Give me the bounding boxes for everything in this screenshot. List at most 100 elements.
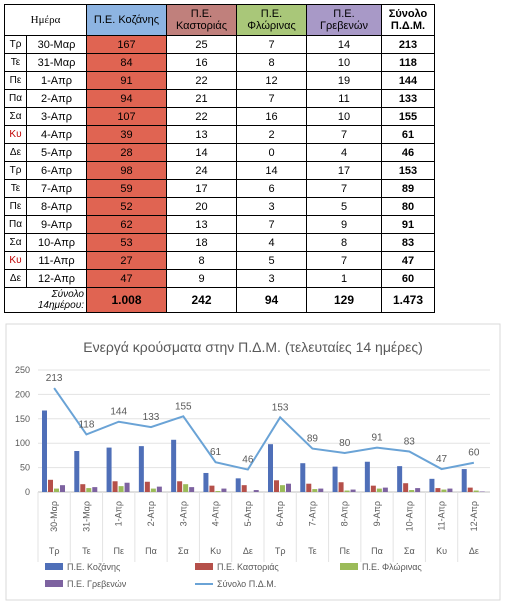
- bar: [473, 490, 479, 492]
- table-cell: Τε: [4, 179, 27, 198]
- x-tick-label: 4-Απρ: [211, 501, 221, 526]
- table-cell: Πε: [4, 197, 27, 216]
- table-cell: 107: [86, 107, 167, 126]
- table-cell: 17: [166, 179, 237, 198]
- data-label: 155: [175, 401, 192, 412]
- weekday-label: Κυ: [210, 546, 221, 556]
- table-cell: 16: [166, 53, 237, 72]
- table-cell: 14: [166, 143, 237, 162]
- x-tick-label: 12-Απρ: [469, 501, 479, 531]
- total-cell: 242: [166, 287, 237, 313]
- table-cell: Σα: [4, 107, 27, 126]
- bar: [60, 485, 65, 492]
- table-row: Κυ 4-Απρ 39 13 2 7 61: [4, 125, 435, 144]
- bar: [350, 489, 356, 492]
- bar: [467, 487, 473, 492]
- table-cell: 11: [306, 89, 382, 108]
- bar: [332, 466, 338, 492]
- table-cell: 213: [381, 35, 435, 54]
- bar: [144, 481, 150, 492]
- table-cell: Τρ: [4, 35, 27, 54]
- table-cell: Τρ: [4, 161, 27, 180]
- table-cell: 7: [306, 251, 382, 270]
- bar: [171, 439, 177, 492]
- bar: [370, 485, 376, 492]
- table-cell: Πε: [4, 71, 27, 90]
- table-cell: 167: [86, 35, 167, 54]
- bar: [221, 488, 227, 492]
- bar: [318, 488, 324, 492]
- table-cell: 7: [306, 125, 382, 144]
- x-tick-label: 6-Απρ: [275, 501, 285, 526]
- data-label: 89: [307, 434, 319, 445]
- bar: [397, 466, 403, 492]
- table-cell: 20: [166, 197, 237, 216]
- header-cell: Π.Ε. Γρεβενών: [306, 4, 382, 36]
- bar: [150, 488, 156, 492]
- data-label: 46: [242, 455, 254, 466]
- bar: [106, 447, 112, 492]
- table-cell: 18: [166, 233, 237, 252]
- table-cell: 9-Απρ: [26, 215, 87, 234]
- y-tick-label: 0: [25, 487, 30, 497]
- data-label: 213: [46, 373, 63, 384]
- bar: [312, 489, 318, 492]
- bar: [441, 489, 447, 492]
- table-row: Κυ 11-Απρ 27 8 5 7 47: [4, 251, 435, 270]
- chart: Ενεργά κρούσματα στην Π.Δ.Μ. (τελευταίες…: [5, 323, 501, 601]
- x-tick-label: 1-Απρ: [114, 501, 124, 526]
- bar: [415, 488, 421, 492]
- y-tick-label: 50: [20, 463, 30, 473]
- legend-label: Π.Ε. Γρεβενών: [67, 579, 127, 589]
- table-cell: 144: [381, 71, 435, 90]
- table-cell: 31-Μαρ: [26, 53, 87, 72]
- total-cell: 1.008: [86, 287, 167, 313]
- table-cell: 84: [86, 53, 167, 72]
- bar: [74, 451, 80, 492]
- table-cell: 25: [166, 35, 237, 54]
- table-cell: 14: [236, 161, 307, 180]
- bar: [280, 485, 285, 492]
- table-cell: 30-Μαρ: [26, 35, 87, 54]
- table-cell: 13: [166, 125, 237, 144]
- bar: [189, 487, 195, 492]
- table-cell: 52: [86, 197, 167, 216]
- table-cell: 14: [306, 35, 382, 54]
- bar: [274, 480, 279, 492]
- table-cell: 0: [236, 143, 307, 162]
- table-row: Τρ 6-Απρ 98 24 14 17 153: [4, 161, 435, 180]
- table-cell: 47: [86, 269, 167, 288]
- table-cell: 7-Απρ: [26, 179, 87, 198]
- table-cell: Κυ: [4, 125, 27, 144]
- total-cell: 94: [236, 287, 307, 313]
- x-tick-label: 9-Απρ: [372, 501, 382, 526]
- bar: [112, 481, 118, 492]
- weekday-label: Σα: [404, 546, 415, 556]
- bar: [86, 488, 92, 492]
- table-cell: 98: [86, 161, 167, 180]
- legend-label: Π.Ε. Φλώρινας: [362, 562, 422, 572]
- table-cell: 8: [306, 233, 382, 252]
- table-cell: 10: [306, 53, 382, 72]
- table-cell: 5-Απρ: [26, 143, 87, 162]
- table-cell: 39: [86, 125, 167, 144]
- legend-swatch: [340, 563, 358, 570]
- legend-swatch: [45, 563, 63, 570]
- table-row: Πα 2-Απρ 94 21 7 11 133: [4, 89, 435, 108]
- weekday-label: Πε: [113, 546, 124, 556]
- weekday-label: Τρ: [275, 546, 286, 556]
- bar: [382, 487, 388, 492]
- table-cell: 2-Απρ: [26, 89, 87, 108]
- table-cell: 1-Απρ: [26, 71, 87, 90]
- table-cell: 61: [381, 125, 435, 144]
- x-tick-label: 7-Απρ: [307, 501, 317, 526]
- bar: [177, 481, 183, 492]
- total-cell: 129: [306, 287, 382, 313]
- table-cell: 17: [306, 161, 382, 180]
- table-cell: 8: [166, 251, 237, 270]
- table-cell: 5: [306, 197, 382, 216]
- weekday-label: Δε: [243, 546, 253, 556]
- chart-title: Ενεργά κρούσματα στην Π.Δ.Μ. (τελευταίες…: [83, 339, 423, 355]
- total-row: Σύνολο 14ημέρου: 1.008 242 94 129 1.473: [4, 287, 435, 313]
